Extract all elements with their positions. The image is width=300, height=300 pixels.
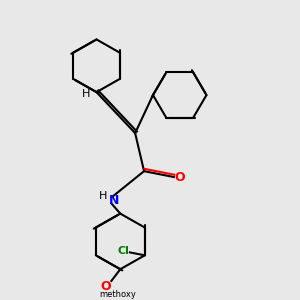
Text: H: H xyxy=(82,88,90,99)
Text: methoxy: methoxy xyxy=(99,290,136,298)
Text: O: O xyxy=(100,280,111,293)
Text: H: H xyxy=(98,191,107,201)
Text: O: O xyxy=(174,170,185,184)
Text: Cl: Cl xyxy=(118,246,130,256)
Text: N: N xyxy=(109,194,119,207)
